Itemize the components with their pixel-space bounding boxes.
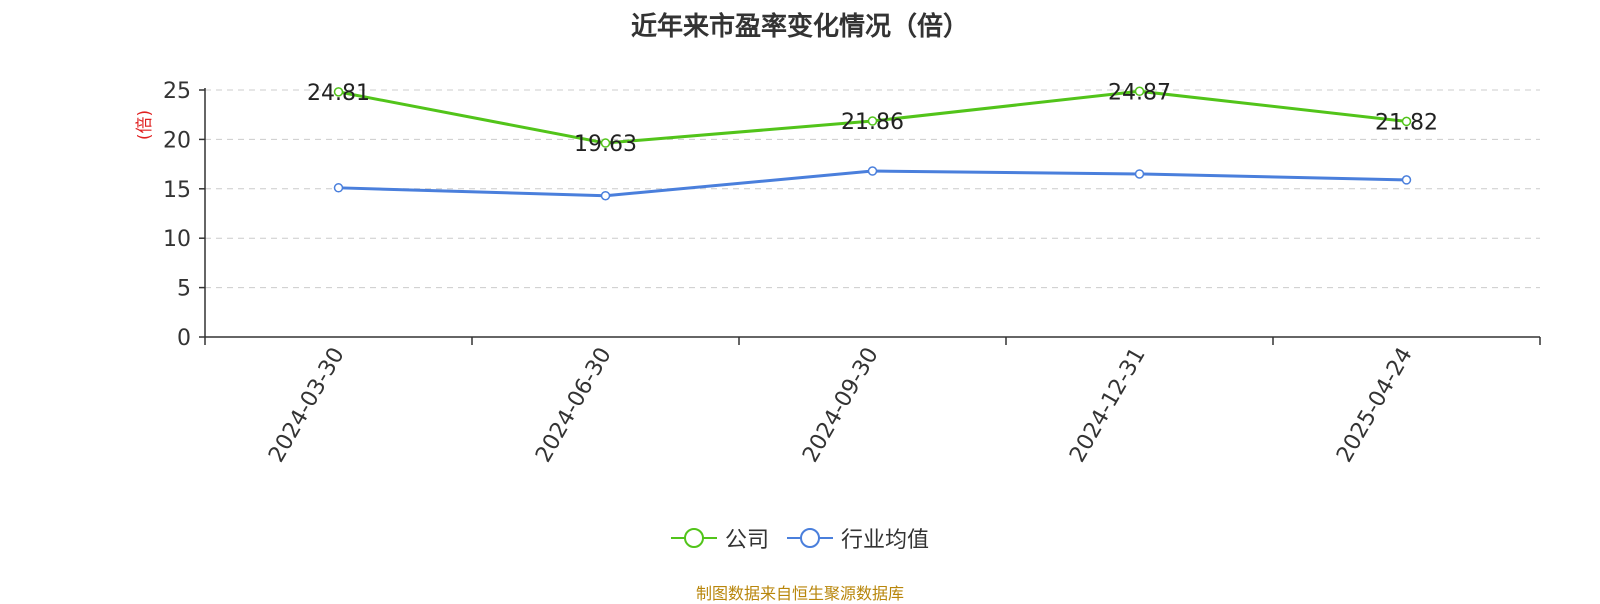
legend-marker-company: [670, 528, 717, 548]
data-label: 21.82: [1375, 110, 1438, 135]
legend-marker-industry-average: [787, 528, 833, 548]
data-point: [600, 138, 611, 148]
data-point: [867, 166, 878, 176]
legend-item-company[interactable]: 公司: [670, 522, 769, 554]
data-label: 24.87: [1108, 80, 1171, 105]
legend-label-company: 公司: [724, 528, 769, 553]
series-lines: [333, 86, 1412, 201]
data-point: [333, 87, 344, 97]
data-point: [333, 183, 344, 193]
legend: 公司 行业均值: [0, 522, 1600, 554]
data-point: [600, 190, 611, 201]
legend-item-industry-average[interactable]: 行业均值: [787, 522, 929, 554]
x-tick-label: 2024-06-30: [531, 344, 617, 467]
grid-lines: [205, 89, 1540, 289]
y-axis-label: (倍): [135, 110, 155, 140]
source-note: 制图数据来自恒生聚源数据库: [695, 584, 904, 603]
data-label: 19.63: [574, 132, 637, 157]
data-label: 21.86: [841, 110, 904, 135]
data-label: 24.81: [307, 81, 370, 106]
data-point: [867, 116, 878, 126]
data-point: [1134, 86, 1145, 97]
data-point: [1134, 169, 1145, 179]
x-tick-label: 2025-04-24: [1332, 344, 1418, 467]
x-tick-label: 2024-03-30: [264, 344, 350, 467]
data-labels: 24.81 19.63 21.86 24.87 21.82: [307, 80, 1438, 157]
legend-label-industry-average: 行业均值: [841, 528, 930, 553]
chart-title: 近年来市盈率变化情况（倍）: [630, 12, 969, 42]
x-tick-label: 2024-09-30: [798, 344, 884, 467]
y-tick-label: 25: [163, 79, 191, 104]
data-point: [1401, 116, 1412, 127]
y-tick-label: 15: [163, 178, 191, 203]
x-tick-label: 2024-12-31: [1065, 344, 1151, 467]
data-point: [1401, 175, 1412, 185]
y-tick-label: 10: [163, 227, 191, 252]
y-tick-label: 20: [163, 128, 191, 153]
axes: 0 5 10 15 20 25 (倍) 2024-03-30 2024-06-30 2024-09…: [135, 79, 1541, 467]
y-tick-label: 0: [177, 326, 191, 351]
y-tick-label: 5: [177, 277, 191, 302]
